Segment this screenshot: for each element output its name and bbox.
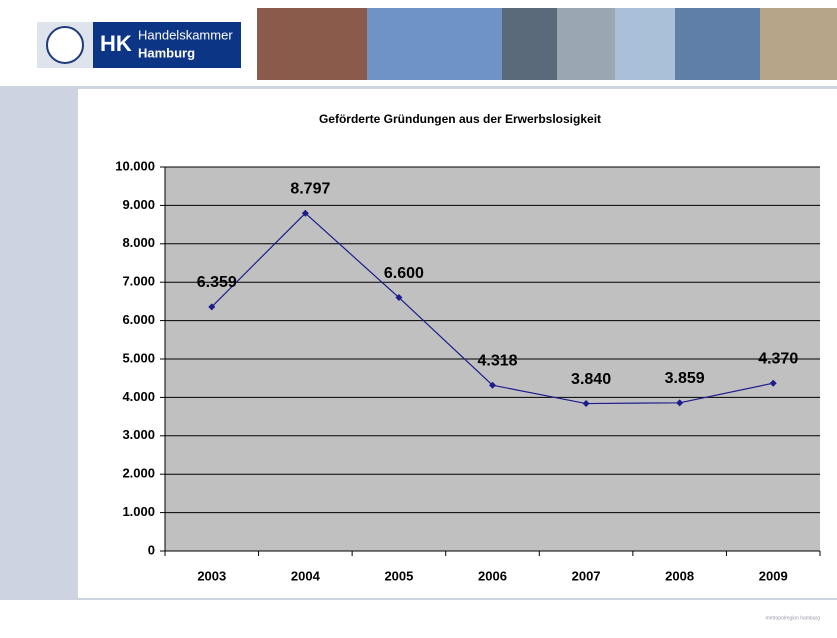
photo bbox=[557, 8, 615, 80]
header-photos bbox=[257, 8, 837, 80]
x-tick-label: 2005 bbox=[384, 568, 413, 583]
y-tick-label: 0 bbox=[148, 542, 155, 557]
logo-box bbox=[93, 22, 241, 68]
header-rule bbox=[0, 86, 837, 89]
side-strip bbox=[0, 88, 78, 600]
y-tick-label: 6.000 bbox=[122, 312, 155, 327]
data-point bbox=[395, 294, 403, 302]
logo-abbr: HK bbox=[100, 31, 132, 56]
logo-name: Hamburg bbox=[138, 45, 195, 60]
data-label: 8.797 bbox=[290, 180, 330, 197]
x-tick-label: 2008 bbox=[665, 568, 694, 583]
x-tick-label: 2007 bbox=[572, 568, 601, 583]
data-point bbox=[676, 399, 684, 407]
photo bbox=[675, 8, 760, 80]
y-tick-label: 5.000 bbox=[122, 350, 155, 365]
data-label: 4.318 bbox=[477, 352, 517, 369]
y-tick-label: 8.000 bbox=[122, 235, 155, 250]
y-tick-label: 10.000 bbox=[115, 158, 155, 173]
footer-rule bbox=[0, 598, 837, 600]
data-label: 6.600 bbox=[384, 265, 424, 282]
y-tick-label: 3.000 bbox=[122, 427, 155, 442]
x-tick-label: 2009 bbox=[759, 568, 788, 583]
photo bbox=[367, 8, 502, 80]
photo bbox=[615, 8, 675, 80]
data-point bbox=[582, 400, 590, 408]
y-tick-label: 9.000 bbox=[122, 197, 155, 212]
x-tick-label: 2004 bbox=[291, 568, 321, 583]
data-label: 6.359 bbox=[197, 274, 237, 291]
y-tick-label: 7.000 bbox=[122, 274, 155, 289]
y-tick-label: 1.000 bbox=[122, 504, 155, 519]
y-tick-label: 2.000 bbox=[122, 466, 155, 481]
photo bbox=[257, 8, 367, 80]
data-point bbox=[769, 379, 777, 387]
logo-crest bbox=[46, 26, 84, 64]
footer-logo-text: metropolregion hamburg bbox=[766, 615, 821, 621]
chart-title: Geförderte Gründungen aus der Erwerbslos… bbox=[319, 112, 601, 126]
logo: HK Handelskammer Hamburg bbox=[37, 22, 241, 68]
data-label: 4.370 bbox=[758, 350, 798, 367]
photo bbox=[760, 8, 837, 80]
photo bbox=[502, 8, 557, 80]
data-point bbox=[301, 209, 309, 217]
y-tick-label: 4.000 bbox=[122, 389, 155, 404]
data-label: 3.859 bbox=[665, 370, 705, 387]
logo-name: Handelskammer bbox=[138, 27, 233, 42]
x-tick-label: 2003 bbox=[197, 568, 226, 583]
data-label: 3.840 bbox=[571, 371, 611, 388]
data-point bbox=[208, 303, 216, 311]
data-point bbox=[489, 381, 496, 389]
x-tick-label: 2006 bbox=[478, 568, 507, 583]
